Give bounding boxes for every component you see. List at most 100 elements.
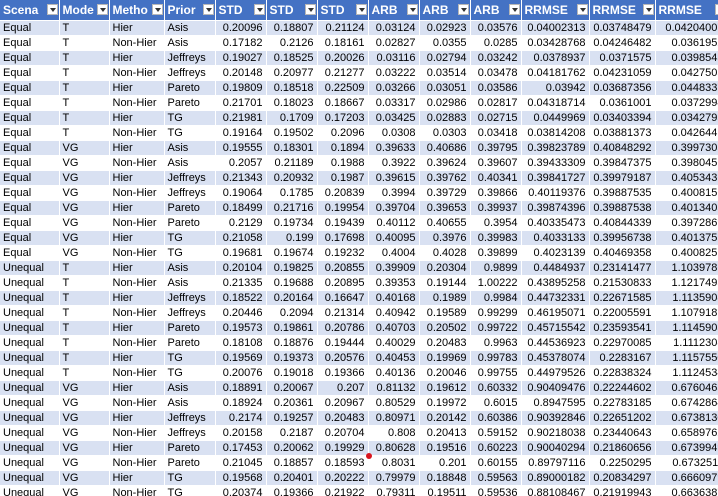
column-header[interactable]: RRMSE [655, 0, 718, 21]
table-cell[interactable]: 0.6660979 [655, 470, 718, 486]
table-cell[interactable]: 0.99783 [470, 350, 522, 366]
table-cell[interactable]: 0.39704 [368, 200, 420, 216]
table-cell[interactable]: 0.03586 [470, 80, 522, 96]
table-cell[interactable]: 0.19809 [215, 80, 267, 96]
table-cell[interactable]: 0.39956738 [589, 230, 656, 246]
table-cell[interactable]: Asis [164, 380, 216, 396]
table-cell[interactable]: 0.89797116 [521, 455, 590, 471]
table-cell[interactable]: 0.21530833 [589, 275, 656, 291]
table-cell[interactable]: 0.40469358 [589, 245, 656, 261]
table-cell[interactable]: 0.39823789 [521, 140, 590, 156]
table-cell[interactable]: 0.03881373 [589, 125, 656, 141]
table-cell[interactable]: Equal [0, 155, 60, 171]
table-cell[interactable]: TG [164, 245, 216, 261]
table-cell[interactable]: Asis [164, 140, 216, 156]
table-cell[interactable]: 0.39847375 [589, 155, 656, 171]
table-cell[interactable]: 0.0426441 [655, 125, 718, 141]
table-cell[interactable]: 0.03418 [470, 125, 522, 141]
table-cell[interactable]: 0.20148 [215, 65, 267, 81]
table-cell[interactable]: 0.22671585 [589, 290, 656, 306]
table-cell[interactable]: 0.39762 [419, 170, 471, 186]
table-cell[interactable]: 0.40136 [368, 365, 420, 381]
table-cell[interactable]: 0.4053436 [655, 170, 718, 186]
table-cell[interactable]: 0.19681 [215, 245, 267, 261]
filter-dropdown-icon[interactable] [576, 4, 588, 15]
table-cell[interactable]: 0.0449969 [521, 110, 590, 126]
table-cell[interactable]: Unequal [0, 470, 60, 486]
table-cell[interactable]: 0.20096 [215, 20, 267, 36]
table-cell[interactable]: VG [59, 410, 110, 426]
table-cell[interactable]: 0.40168 [368, 290, 420, 306]
table-cell[interactable]: 0.20932 [266, 170, 318, 186]
table-cell[interactable]: VG [59, 215, 110, 231]
table-cell[interactable]: Jeffreys [164, 170, 216, 186]
table-cell[interactable]: 0.18023 [266, 95, 318, 111]
table-cell[interactable]: Equal [0, 200, 60, 216]
table-cell[interactable]: T [59, 365, 110, 381]
table-cell[interactable]: 0.20158 [215, 425, 267, 441]
table-cell[interactable]: 0.4033133 [521, 230, 590, 246]
table-cell[interactable]: 0.20361 [266, 395, 318, 411]
table-cell[interactable]: 0.22651202 [589, 410, 656, 426]
table-cell[interactable]: Non-Hier [109, 155, 165, 171]
table-cell[interactable]: 0.04181762 [521, 65, 590, 81]
table-cell[interactable]: 0.03428768 [521, 35, 590, 51]
table-cell[interactable]: 0.18857 [266, 455, 318, 471]
table-cell[interactable]: 0.20855 [317, 260, 369, 276]
table-cell[interactable]: T [59, 305, 110, 321]
table-cell[interactable]: Equal [0, 65, 60, 81]
table-cell[interactable]: 0.19064 [215, 185, 267, 201]
table-cell[interactable]: 0.20374 [215, 485, 267, 496]
table-cell[interactable]: 0.20483 [419, 335, 471, 351]
table-cell[interactable]: VG [59, 245, 110, 261]
table-cell[interactable]: 0.60223 [470, 440, 522, 456]
table-cell[interactable]: 0.02715 [470, 110, 522, 126]
column-header[interactable]: STD [317, 0, 369, 21]
table-cell[interactable]: 0.23593541 [589, 320, 656, 336]
table-cell[interactable]: Hier [109, 290, 165, 306]
table-cell[interactable]: 0.20502 [419, 320, 471, 336]
table-cell[interactable]: 0.89000182 [521, 470, 590, 486]
column-header[interactable]: STD [215, 0, 267, 21]
table-cell[interactable]: VG [59, 155, 110, 171]
table-cell[interactable]: 0.3972869 [655, 215, 718, 231]
table-cell[interactable]: T [59, 50, 110, 66]
table-cell[interactable]: Non-Hier [109, 305, 165, 321]
table-cell[interactable]: Hier [109, 410, 165, 426]
table-cell[interactable]: TG [164, 470, 216, 486]
table-cell[interactable]: Jeffreys [164, 425, 216, 441]
table-cell[interactable]: 0.20967 [317, 395, 369, 411]
table-cell[interactable]: Unequal [0, 455, 60, 471]
table-cell[interactable]: T [59, 125, 110, 141]
table-cell[interactable]: VG [59, 380, 110, 396]
table-cell[interactable]: Asis [164, 275, 216, 291]
table-cell[interactable]: 0.4008251 [655, 245, 718, 261]
table-cell[interactable]: 0.40119376 [521, 185, 590, 201]
column-header[interactable]: Metho [109, 0, 165, 21]
table-cell[interactable]: Equal [0, 245, 60, 261]
table-cell[interactable]: 0.6015 [470, 395, 522, 411]
table-cell[interactable]: Non-Hier [109, 125, 165, 141]
table-cell[interactable]: 0.03266 [368, 80, 420, 96]
table-cell[interactable]: 0.19366 [317, 365, 369, 381]
table-cell[interactable]: 0.9963 [470, 335, 522, 351]
table-cell[interactable]: Non-Hier [109, 485, 165, 496]
table-cell[interactable]: 0.0371575 [589, 50, 656, 66]
table-cell[interactable]: Jeffreys [164, 290, 216, 306]
table-cell[interactable]: 0.20304 [419, 260, 471, 276]
table-cell[interactable]: 0.43895258 [521, 275, 590, 291]
table-cell[interactable]: Unequal [0, 380, 60, 396]
table-cell[interactable]: 0.20067 [266, 380, 318, 396]
table-cell[interactable]: T [59, 35, 110, 51]
table-cell[interactable]: 0.59536 [470, 485, 522, 496]
filter-dropdown-icon[interactable] [355, 4, 367, 15]
table-cell[interactable]: 0.19257 [266, 410, 318, 426]
table-cell[interactable]: VG [59, 140, 110, 156]
table-cell[interactable]: 0.22509 [317, 80, 369, 96]
table-cell[interactable]: 0.19569 [215, 350, 267, 366]
table-cell[interactable]: 0.03124 [368, 20, 420, 36]
table-cell[interactable]: 0.19612 [419, 380, 471, 396]
table-cell[interactable]: 0.59152 [470, 425, 522, 441]
table-cell[interactable]: VG [59, 440, 110, 456]
